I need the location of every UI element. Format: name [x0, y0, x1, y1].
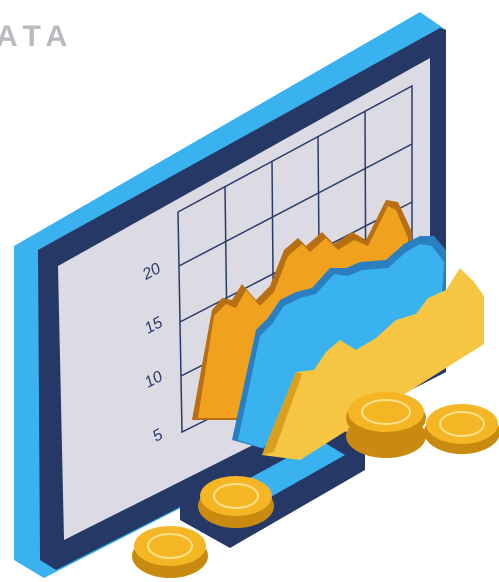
coins [132, 392, 499, 578]
axis-label: 20 [139, 260, 164, 284]
axis-label: 15 [142, 314, 166, 337]
axis-labels: 20 15 10 5 [139, 260, 166, 445]
yellow-area [262, 268, 484, 460]
yellow-area-side [262, 372, 302, 455]
axis-label: 10 [142, 368, 166, 391]
title: ATA [0, 20, 74, 53]
